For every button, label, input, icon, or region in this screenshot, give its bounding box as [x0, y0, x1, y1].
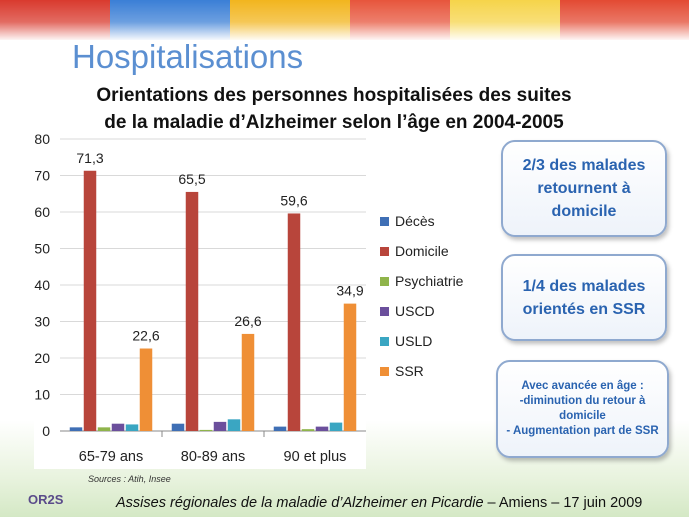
bar-usld — [329, 422, 343, 431]
bar-décès — [273, 426, 287, 431]
legend-label: Psychiatrie — [395, 273, 464, 289]
footer-event: Assises régionales de la maladie d’Alzhe… — [116, 495, 484, 511]
y-tick-label: 40 — [34, 277, 50, 293]
footer-place-date: – Amiens – 17 juin 2009 — [483, 495, 643, 511]
y-tick-label: 50 — [34, 241, 50, 257]
y-tick-label: 70 — [34, 168, 50, 184]
legend-label: USCD — [395, 303, 435, 319]
chart-title-line1: Orientations des personnes hospitalisées… — [96, 85, 572, 106]
bar-usld — [227, 419, 241, 431]
bar-ssr — [343, 303, 357, 431]
bar-uscd — [315, 426, 329, 431]
data-label: 34,9 — [336, 283, 363, 299]
data-label: 71,3 — [76, 150, 103, 166]
bar-psychiatrie — [97, 427, 111, 431]
chart-title-line2: de la maladie d’Alzheimer selon l’âge en… — [104, 112, 564, 133]
or2s-logo: OR2S — [28, 492, 64, 507]
legend-swatch — [380, 367, 389, 376]
chart-title: Orientations des personnes hospitalisées… — [70, 82, 598, 136]
legend-swatch — [380, 277, 389, 286]
bar-uscd — [111, 423, 125, 431]
bar-décès — [69, 427, 83, 431]
x-tick-label: 90 et plus — [284, 449, 347, 465]
legend-label: SSR — [395, 363, 424, 379]
decorative-banner — [0, 0, 689, 40]
callout-return-home: 2/3 des malades retournent à domicile — [501, 140, 667, 237]
y-tick-label: 10 — [34, 387, 50, 403]
source-note: Sources : Atih, Insee — [88, 474, 171, 484]
bar-ssr — [241, 333, 255, 431]
legend-swatch — [380, 247, 389, 256]
legend-label: USLD — [395, 333, 432, 349]
x-tick-label: 65-79 ans — [79, 449, 144, 465]
bar-décès — [171, 423, 185, 431]
bar-psychiatrie — [199, 429, 213, 431]
x-tick-label: 80-89 ans — [181, 449, 246, 465]
legend-swatch — [380, 337, 389, 346]
callout-age-trend: Avec avancée en âge : -diminution du ret… — [496, 360, 669, 458]
data-label: 59,6 — [280, 192, 307, 208]
callout-ssr: 1/4 des malades orientés en SSR — [501, 254, 667, 341]
footer-text: Assises régionales de la maladie d’Alzhe… — [116, 495, 642, 511]
y-tick-label: 20 — [34, 350, 50, 366]
legend-swatch — [380, 307, 389, 316]
y-tick-label: 60 — [34, 204, 50, 220]
bar-domicile — [287, 213, 301, 431]
bar-domicile — [185, 191, 199, 431]
data-label: 22,6 — [132, 328, 159, 344]
data-label: 26,6 — [234, 313, 261, 329]
y-tick-label: 30 — [34, 314, 50, 330]
y-tick-label: 0 — [42, 423, 50, 439]
bar-ssr — [139, 348, 153, 431]
y-tick-label: 80 — [34, 131, 50, 147]
legend-swatch — [380, 217, 389, 226]
slide-title: Hospitalisations — [72, 38, 304, 75]
bar-usld — [125, 424, 139, 431]
bar-chart: 0 10 20 30 40 50 60 70 80 71,3 22,6 65-79 ans 65,5 26… — [34, 129, 464, 469]
bar-psychiatrie — [301, 429, 315, 431]
legend-label: Domicile — [395, 243, 449, 259]
bar-domicile — [83, 170, 97, 431]
data-label: 65,5 — [178, 171, 205, 187]
legend-label: Décès — [395, 213, 435, 229]
bar-uscd — [213, 421, 227, 431]
